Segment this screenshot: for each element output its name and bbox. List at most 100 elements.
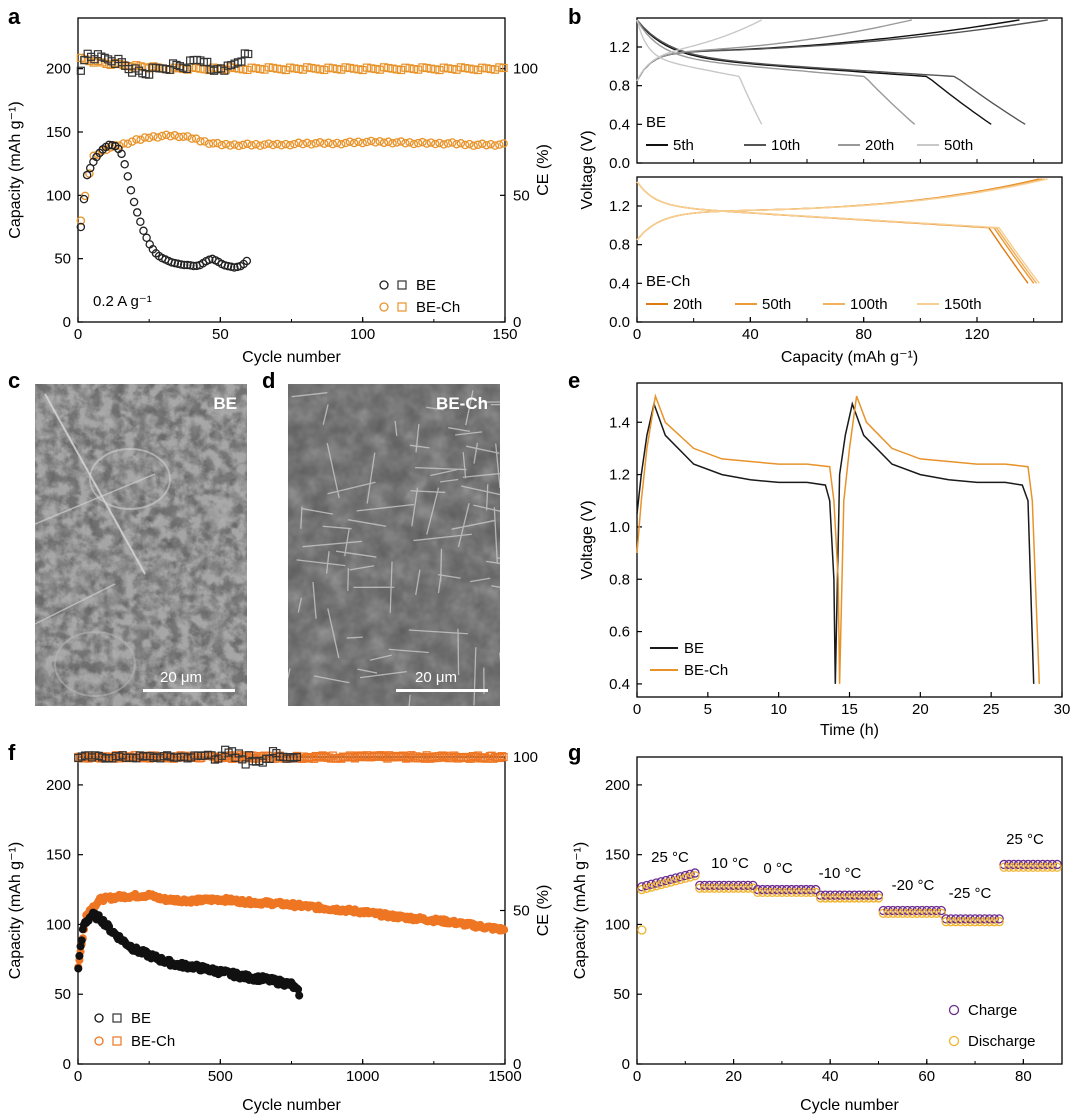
chart-g-ytick-label: 0	[622, 1056, 630, 1073]
chart-b-top-discharge-curve	[636, 19, 992, 125]
charge-point	[719, 880, 729, 891]
charge-point	[709, 880, 719, 891]
sem-crystal-edge	[370, 654, 392, 661]
bech-ce-point	[497, 752, 506, 761]
charge-point	[893, 905, 903, 916]
scale-label-be: 20 μm	[160, 669, 202, 686]
bech-capacity-point	[174, 132, 184, 142]
bech-capacity-point	[238, 140, 248, 150]
chart-b-top-legend-label: 50th	[944, 137, 973, 154]
sem-crystal-edge	[359, 670, 407, 679]
discharge-point	[830, 893, 840, 903]
chart-b-bottom-legend-label: 20th	[673, 296, 702, 313]
discharge-point	[868, 893, 879, 903]
bech-capacity-point	[452, 139, 461, 149]
bech-capacity-point	[345, 137, 355, 146]
bech-capacity-point	[328, 139, 338, 149]
discharge-point	[893, 908, 903, 918]
chart-g-xtick-label: 60	[918, 1068, 935, 1085]
bech-ce-point	[465, 64, 474, 73]
discharge-point	[970, 917, 980, 927]
bech-ce-point	[311, 64, 320, 73]
be-ce-point	[203, 57, 212, 66]
chart-e-xtick-label: 5	[704, 701, 712, 718]
discharge-point	[897, 908, 908, 918]
chart-b-top-ytick-label: 1.2	[609, 39, 630, 56]
charge-point	[699, 880, 710, 891]
chart-f-xtick-label: 1500	[488, 1068, 521, 1085]
bech-capacity-point	[375, 137, 384, 146]
chart-b-bottom-ytick-label: 1.2	[609, 198, 630, 215]
bech-ce-point	[388, 64, 397, 73]
charge-point	[815, 890, 826, 900]
bech-ce-point	[281, 65, 290, 75]
scale-bar-bech	[396, 689, 488, 692]
be-capacity-point	[126, 186, 136, 195]
bech-capacity-point	[226, 141, 235, 150]
charge-point	[975, 914, 985, 924]
sem-crystal-edge	[411, 487, 419, 527]
legend-charge-label: Charge	[968, 1002, 1017, 1019]
sem-texture-bech	[288, 384, 500, 706]
bech-capacity-point	[405, 138, 414, 147]
chart-a-xtick-label: 0	[74, 326, 82, 343]
charge-point	[1038, 859, 1048, 870]
discharge-point	[767, 887, 777, 898]
discharge-point	[811, 887, 821, 898]
bech-ce-point	[285, 63, 295, 72]
chart-b-xlabel: Capacity (mAh g⁻¹)	[781, 349, 918, 366]
charge-point	[912, 905, 922, 916]
charge-point	[762, 884, 773, 895]
chart-b-top-ytick-label: 0.4	[609, 116, 630, 133]
sem-texture-be	[35, 384, 247, 706]
discharge-point	[796, 887, 806, 898]
sem-crystal-edge	[336, 550, 377, 558]
chart-b-xtick-label: 40	[742, 326, 759, 343]
sem-crystal-edge	[440, 548, 443, 582]
charge-point	[811, 884, 821, 895]
charge-point	[806, 884, 816, 895]
sem-crystal-edge	[465, 390, 474, 426]
chart-f-y2tick-label: 100	[513, 749, 538, 766]
bech-capacity-point	[307, 140, 316, 149]
sem-crystal-edge	[357, 668, 378, 674]
chart-g-temp-label: 25 °C	[651, 849, 689, 866]
bech-ce-point	[396, 65, 406, 75]
discharge-point	[1042, 862, 1053, 872]
charge-point	[955, 914, 966, 924]
sem-crystal-edge	[470, 577, 491, 583]
chart-b-bottom-legend-label: 100th	[850, 296, 888, 313]
be-capacity-point	[82, 170, 92, 180]
chart-e-ytick-label: 0.8	[609, 571, 630, 588]
chart-b-top-discharge-curve	[636, 19, 916, 125]
bech-ce-point	[243, 65, 252, 75]
sem-crystal-edge	[301, 507, 334, 515]
chart-g-xlabel: Cycle number	[800, 1097, 899, 1114]
sem-crystal-edge	[455, 431, 483, 436]
sem-image-bech: BE-Ch 20 μm	[288, 384, 500, 706]
discharge-point	[695, 883, 705, 893]
chart-e-ytick-label: 0.6	[609, 624, 630, 641]
be-capacity-point	[132, 208, 142, 217]
charge-point	[753, 884, 763, 895]
bech-capacity-point	[311, 139, 320, 148]
be-ce-point	[244, 49, 253, 59]
legend-bech-circle	[379, 302, 389, 312]
sem-crystal-edge	[440, 478, 459, 483]
charge-point	[994, 914, 1004, 924]
be-ce-point	[76, 66, 85, 75]
sem-crystal-edge	[302, 540, 362, 548]
sem-crystal-edge	[430, 469, 458, 477]
bech-ce-point	[81, 55, 90, 64]
chart-e-ytick-label: 0.4	[609, 676, 630, 693]
discharge-point	[980, 917, 990, 927]
charge-point	[738, 880, 748, 891]
chart-b-top-ytick-label: 0.0	[609, 155, 630, 172]
bech-ce-point	[473, 65, 483, 75]
sem-crystal-edge	[313, 675, 350, 684]
bech-capacity-point	[127, 137, 137, 146]
charge-point	[646, 879, 657, 889]
bech-capacity-point	[490, 141, 500, 150]
charge-point	[936, 905, 946, 916]
